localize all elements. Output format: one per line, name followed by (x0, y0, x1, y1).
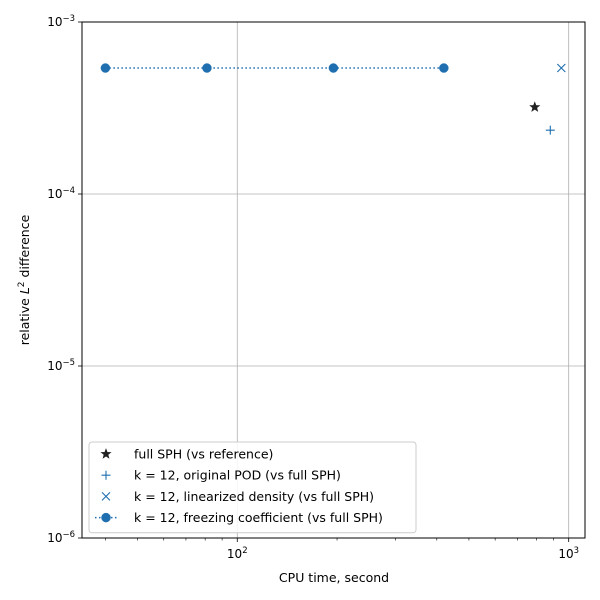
data-series (100, 63, 566, 135)
legend-label: k = 12, freezing coefficient (vs full SP… (134, 510, 383, 525)
data-point (202, 63, 212, 73)
legend-entry: k = 12, original POD (vs full SPH) (101, 468, 341, 483)
legend-label: k = 12, linearized density (vs full SPH) (134, 489, 374, 504)
data-point (545, 125, 555, 135)
legend-entry: k = 12, freezing coefficient (vs full SP… (95, 510, 383, 525)
legend-box (88, 441, 417, 534)
y-tick-label: 10−4 (47, 186, 75, 201)
legend-marker (101, 512, 111, 523)
x-axis-label: CPU time, second (279, 570, 389, 585)
series-2 (545, 125, 555, 135)
legend: full SPH (vs reference) k = 12, original … (88, 441, 417, 534)
legend-label: k = 12, original POD (vs full SPH) (134, 468, 341, 483)
legend-marker (100, 448, 112, 459)
series-4 (100, 63, 449, 73)
legend-label: full SPH (vs reference) (134, 447, 273, 462)
y-tick-label: 10−6 (47, 530, 75, 545)
series-3 (556, 63, 566, 73)
y-axis-label: relative L2 difference (17, 214, 32, 345)
plot-frame (81, 21, 586, 539)
x-tick-label: 102 (227, 546, 248, 561)
series-1 (529, 101, 541, 112)
data-point (328, 63, 339, 73)
y-tick-label: 10−5 (47, 358, 75, 373)
y-tick-label: 10−3 (47, 14, 75, 29)
data-point (439, 63, 449, 73)
legend-entry: k = 12, linearized density (vs full SPH) (101, 489, 374, 504)
legend-marker (101, 492, 111, 501)
data-point (529, 101, 541, 112)
data-point (556, 63, 566, 73)
legend-marker (101, 470, 111, 480)
legend-entry: full SPH (vs reference) (100, 447, 273, 462)
major-ticks: 102 103 10−3 10−4 10−5 10−6 (47, 14, 579, 561)
x-tick-label: 103 (558, 546, 579, 561)
data-point (100, 63, 111, 73)
